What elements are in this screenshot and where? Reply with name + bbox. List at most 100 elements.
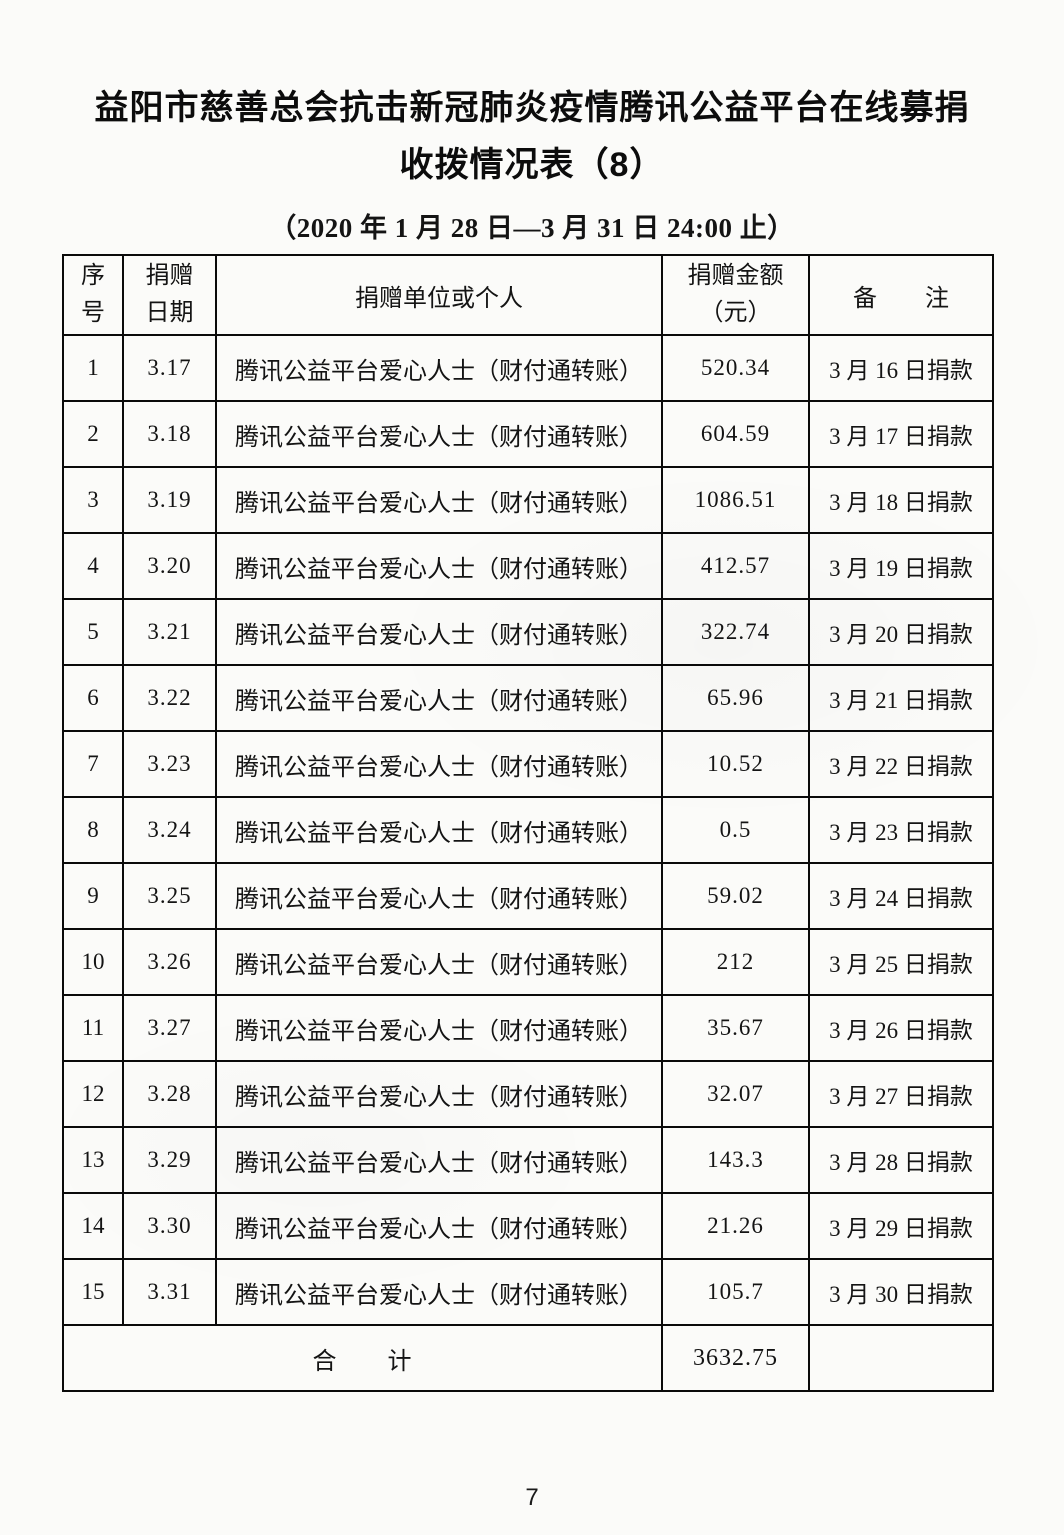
cell-date: 3.31 bbox=[122, 1258, 217, 1326]
cell-index: 8 bbox=[62, 796, 124, 864]
cell-index: 11 bbox=[62, 994, 124, 1062]
cell-amount: 35.67 bbox=[661, 994, 810, 1062]
cell-amount: 143.3 bbox=[661, 1126, 810, 1194]
total-amount-cell: 3632.75 bbox=[661, 1324, 810, 1392]
col-header-date: 捐赠 日期 bbox=[122, 254, 217, 336]
cell-remark: 3 月 25 日捐款 bbox=[808, 928, 994, 996]
total-label-cell: 合 计 bbox=[62, 1324, 663, 1392]
cell-amount: 65.96 bbox=[661, 664, 810, 732]
col-header-index-line1: 序 bbox=[81, 263, 105, 289]
cell-amount: 59.02 bbox=[661, 862, 810, 930]
cell-date: 3.29 bbox=[122, 1126, 217, 1194]
cell-donor: 腾讯公益平台爱心人士（财付通转账） bbox=[215, 730, 663, 798]
cell-remark: 3 月 24 日捐款 bbox=[808, 862, 994, 930]
cell-amount: 105.7 bbox=[661, 1258, 810, 1326]
cell-index: 9 bbox=[62, 862, 124, 930]
col-header-amount-line2: （元） bbox=[699, 300, 772, 326]
cell-amount: 322.74 bbox=[661, 598, 810, 666]
document-title-line2: 收拨情况表（8） bbox=[399, 145, 665, 184]
table-row: 9 3.25 腾讯公益平台爱心人士（财付通转账） 59.02 3 月 24 日捐… bbox=[62, 862, 994, 930]
cell-index: 3 bbox=[62, 466, 124, 534]
table-row: 13 3.29 腾讯公益平台爱心人士（财付通转账） 143.3 3 月 28 日… bbox=[62, 1126, 994, 1194]
cell-date: 3.21 bbox=[122, 598, 217, 666]
col-header-index: 序 号 bbox=[62, 254, 124, 336]
cell-remark: 3 月 21 日捐款 bbox=[808, 664, 994, 732]
cell-remark: 3 月 20 日捐款 bbox=[808, 598, 994, 666]
cell-amount: 0.5 bbox=[661, 796, 810, 864]
table-row: 14 3.30 腾讯公益平台爱心人士（财付通转账） 21.26 3 月 29 日… bbox=[62, 1192, 994, 1260]
table-row: 4 3.20 腾讯公益平台爱心人士（财付通转账） 412.57 3 月 19 日… bbox=[62, 532, 994, 600]
table-row: 15 3.31 腾讯公益平台爱心人士（财付通转账） 105.7 3 月 30 日… bbox=[62, 1258, 994, 1326]
cell-date: 3.22 bbox=[122, 664, 217, 732]
table-row: 7 3.23 腾讯公益平台爱心人士（财付通转账） 10.52 3 月 22 日捐… bbox=[62, 730, 994, 798]
document-title-line1: 益阳市慈善总会抗击新冠肺炎疫情腾讯公益平台在线募捐 bbox=[94, 89, 970, 127]
col-header-donor: 捐赠单位或个人 bbox=[215, 254, 663, 336]
cell-index: 7 bbox=[62, 730, 124, 798]
cell-index: 13 bbox=[62, 1126, 124, 1194]
col-header-amount: 捐赠金额 （元） bbox=[661, 254, 810, 336]
cell-date: 3.17 bbox=[122, 334, 217, 402]
cell-date: 3.27 bbox=[122, 994, 217, 1062]
total-remark-cell bbox=[808, 1324, 994, 1392]
cell-index: 10 bbox=[62, 928, 124, 996]
cell-remark: 3 月 18 日捐款 bbox=[808, 466, 994, 534]
col-header-date-line1: 捐赠 bbox=[145, 263, 194, 289]
cell-amount: 1086.51 bbox=[661, 466, 810, 534]
col-header-amount-line1: 捐赠金额 bbox=[687, 263, 784, 289]
cell-date: 3.30 bbox=[122, 1192, 217, 1260]
cell-index: 14 bbox=[62, 1192, 124, 1260]
cell-amount: 520.34 bbox=[661, 334, 810, 402]
donation-table: 序 号 捐赠 日期 捐赠单位或个人 捐赠金额 （元） 备 注 1 3.17 腾讯 bbox=[62, 254, 994, 1392]
cell-index: 5 bbox=[62, 598, 124, 666]
date-range-subtitle: （2020 年 1 月 28 日—3 月 31 日 24:00 止） bbox=[269, 212, 795, 243]
cell-donor: 腾讯公益平台爱心人士（财付通转账） bbox=[215, 1126, 663, 1194]
cell-donor: 腾讯公益平台爱心人士（财付通转账） bbox=[215, 862, 663, 930]
cell-donor: 腾讯公益平台爱心人士（财付通转账） bbox=[215, 1258, 663, 1326]
table-row: 11 3.27 腾讯公益平台爱心人士（财付通转账） 35.67 3 月 26 日… bbox=[62, 994, 994, 1062]
table-row: 8 3.24 腾讯公益平台爱心人士（财付通转账） 0.5 3 月 23 日捐款 bbox=[62, 796, 994, 864]
cell-remark: 3 月 26 日捐款 bbox=[808, 994, 994, 1062]
table-row: 5 3.21 腾讯公益平台爱心人士（财付通转账） 322.74 3 月 20 日… bbox=[62, 598, 994, 666]
cell-donor: 腾讯公益平台爱心人士（财付通转账） bbox=[215, 400, 663, 468]
cell-donor: 腾讯公益平台爱心人士（财付通转账） bbox=[215, 664, 663, 732]
cell-index: 12 bbox=[62, 1060, 124, 1128]
page-number: 7 bbox=[525, 1484, 539, 1511]
col-header-index-line2: 号 bbox=[81, 300, 105, 326]
cell-donor: 腾讯公益平台爱心人士（财付通转账） bbox=[215, 532, 663, 600]
cell-amount: 604.59 bbox=[661, 400, 810, 468]
cell-remark: 3 月 23 日捐款 bbox=[808, 796, 994, 864]
cell-remark: 3 月 19 日捐款 bbox=[808, 532, 994, 600]
cell-remark: 3 月 17 日捐款 bbox=[808, 400, 994, 468]
cell-index: 15 bbox=[62, 1258, 124, 1326]
cell-remark: 3 月 28 日捐款 bbox=[808, 1126, 994, 1194]
cell-date: 3.25 bbox=[122, 862, 217, 930]
cell-amount: 212 bbox=[661, 928, 810, 996]
cell-amount: 32.07 bbox=[661, 1060, 810, 1128]
total-row: 合 计 3632.75 bbox=[62, 1324, 994, 1392]
cell-date: 3.20 bbox=[122, 532, 217, 600]
cell-index: 2 bbox=[62, 400, 124, 468]
table-row: 12 3.28 腾讯公益平台爱心人士（财付通转账） 32.07 3 月 27 日… bbox=[62, 1060, 994, 1128]
cell-index: 6 bbox=[62, 664, 124, 732]
cell-amount: 21.26 bbox=[661, 1192, 810, 1260]
cell-amount: 10.52 bbox=[661, 730, 810, 798]
cell-donor: 腾讯公益平台爱心人士（财付通转账） bbox=[215, 334, 663, 402]
cell-remark: 3 月 29 日捐款 bbox=[808, 1192, 994, 1260]
cell-index: 4 bbox=[62, 532, 124, 600]
table-row: 3 3.19 腾讯公益平台爱心人士（财付通转账） 1086.51 3 月 18 … bbox=[62, 466, 994, 534]
cell-remark: 3 月 22 日捐款 bbox=[808, 730, 994, 798]
cell-donor: 腾讯公益平台爱心人士（财付通转账） bbox=[215, 466, 663, 534]
cell-donor: 腾讯公益平台爱心人士（财付通转账） bbox=[215, 928, 663, 996]
col-header-remark: 备 注 bbox=[808, 254, 994, 336]
table-row: 6 3.22 腾讯公益平台爱心人士（财付通转账） 65.96 3 月 21 日捐… bbox=[62, 664, 994, 732]
cell-date: 3.28 bbox=[122, 1060, 217, 1128]
cell-remark: 3 月 30 日捐款 bbox=[808, 1258, 994, 1326]
cell-index: 1 bbox=[62, 334, 124, 402]
cell-date: 3.18 bbox=[122, 400, 217, 468]
cell-date: 3.23 bbox=[122, 730, 217, 798]
cell-donor: 腾讯公益平台爱心人士（财付通转账） bbox=[215, 1192, 663, 1260]
cell-donor: 腾讯公益平台爱心人士（财付通转账） bbox=[215, 598, 663, 666]
cell-date: 3.26 bbox=[122, 928, 217, 996]
cell-date: 3.19 bbox=[122, 466, 217, 534]
